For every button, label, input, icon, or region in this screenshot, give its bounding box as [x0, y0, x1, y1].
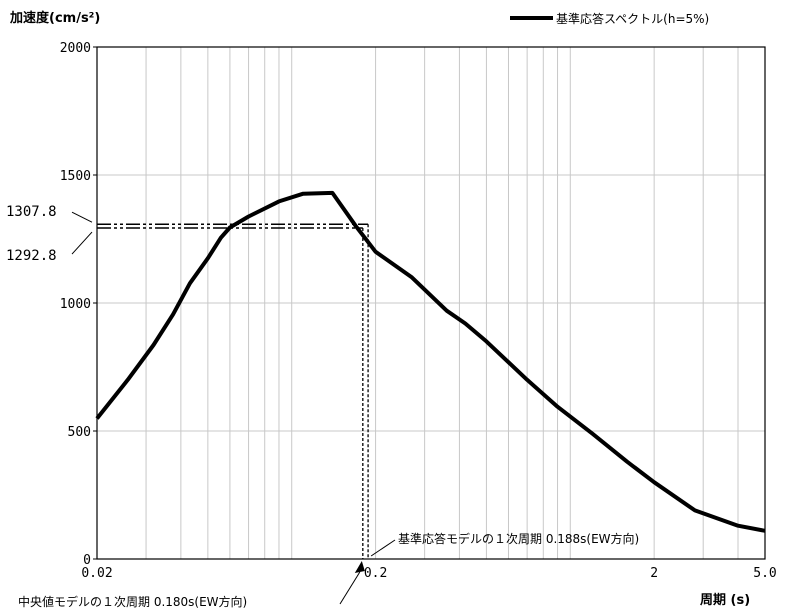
y-tick-labels: 0 500 1000 1500 2000 [60, 41, 97, 568]
y-tick-label: 2000 [60, 41, 91, 56]
annotations: 1307.8 1292.8 基準応答モデルの１次周期 0.188s(EW方向) 中央値… [6, 204, 639, 609]
legend-label: 基準応答スペクトル(h=5%) [556, 11, 709, 26]
series-layer [95, 190, 766, 533]
y-tick-label: 500 [68, 425, 91, 440]
level-label-1292: 1292.8 [6, 248, 57, 264]
leader-1307 [71, 211, 93, 223]
leader-1292 [71, 231, 93, 255]
y-tick-label: 0 [83, 553, 91, 568]
leader-0188 [370, 539, 396, 557]
x-axis-label: 周期 (s) [700, 593, 750, 608]
legend: 基準応答スペクトル(h=5%) [510, 11, 709, 26]
x-tick-label: 5.0 [753, 566, 776, 581]
y-axis-label: 加速度(cm/s²) [9, 10, 100, 26]
period-label-0180: 中央値モデルの１次周期 0.180s(EW方向) [18, 594, 247, 609]
leader-0180 [339, 571, 361, 605]
grid-lines [97, 47, 765, 559]
x-tick-label: 0.2 [364, 566, 387, 581]
series-line-0 [95, 190, 766, 533]
arrow-0180 [354, 561, 365, 573]
x-tick-label: 0.02 [81, 566, 112, 581]
y-tick-label: 1000 [60, 297, 91, 312]
level-label-1307: 1307.8 [6, 204, 57, 220]
x-tick-labels: 0.02 0.2 2 5.0 [81, 566, 776, 581]
x-tick-label: 2 [650, 566, 658, 581]
y-tick-label: 1500 [60, 169, 91, 184]
period-label-0188: 基準応答モデルの１次周期 0.188s(EW方向) [398, 531, 639, 546]
